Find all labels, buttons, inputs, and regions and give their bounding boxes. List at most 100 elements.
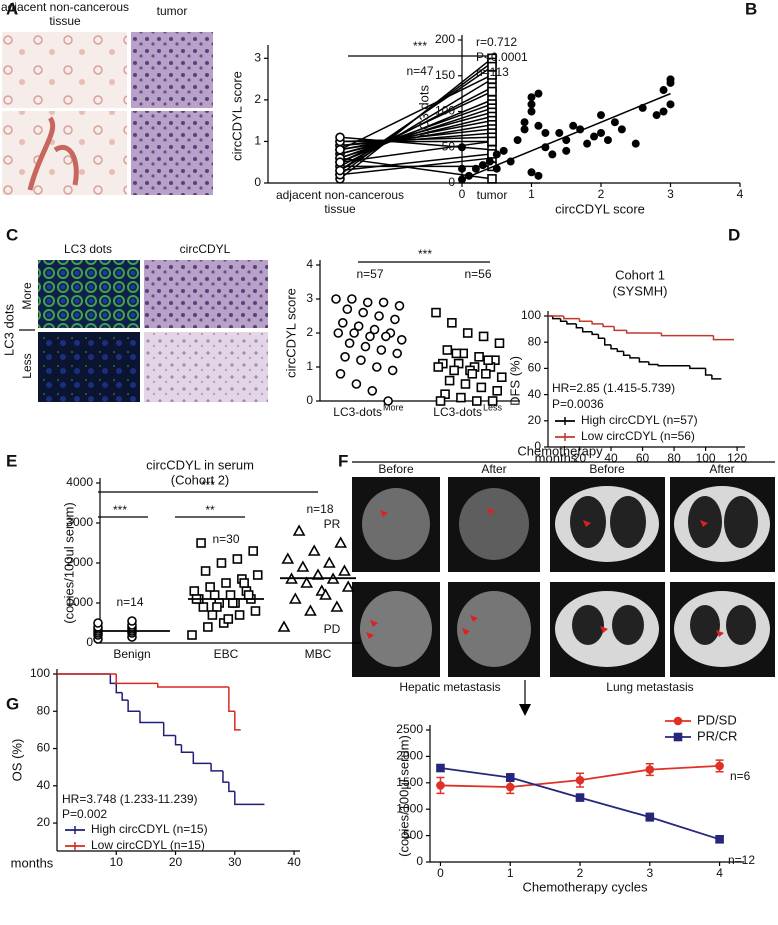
y-tick-label: 60 — [37, 741, 51, 755]
point — [371, 362, 382, 372]
x-tick-label-text: tumor — [476, 188, 508, 202]
survival-step — [616, 348, 624, 353]
point — [666, 100, 675, 109]
survival-step — [704, 368, 712, 376]
survival-step — [610, 344, 618, 350]
annotation: n=47 — [406, 64, 433, 78]
image-header-text: adjacent non-cancerous tissue — [0, 0, 130, 28]
point — [221, 578, 231, 588]
point — [205, 582, 215, 592]
pair-line — [339, 78, 493, 172]
point — [590, 132, 599, 141]
point — [239, 578, 249, 588]
scan-lung — [726, 605, 756, 645]
survival-step — [638, 357, 649, 363]
point — [322, 556, 336, 568]
scan-organ — [362, 488, 430, 560]
chart-subtitle: (Cohort 2) — [171, 472, 230, 487]
x-tick-label: 4 — [737, 187, 744, 201]
y-tick-label: 100 — [435, 104, 455, 118]
scan-organ — [360, 591, 432, 667]
point — [534, 89, 543, 98]
point — [457, 164, 466, 173]
survival-step — [613, 326, 627, 332]
scan-lung — [724, 496, 758, 548]
point — [198, 602, 209, 612]
x-tick-label: 0 — [459, 187, 466, 201]
survival-step — [228, 687, 235, 713]
point — [351, 379, 362, 389]
point — [562, 146, 571, 155]
point — [467, 368, 478, 379]
point — [462, 328, 473, 338]
x-tick-label: 2 — [577, 866, 584, 880]
x-tick-label: 1 — [507, 866, 514, 880]
annotation: r=0.712 — [476, 35, 517, 49]
y-tick-label: 1500 — [396, 775, 423, 789]
point — [367, 385, 378, 396]
point — [333, 328, 344, 338]
point — [196, 538, 206, 548]
y-tick-label: 2000 — [396, 749, 423, 763]
scan-lung — [572, 605, 604, 645]
point — [451, 348, 462, 359]
y-tick-label: 3 — [254, 50, 261, 64]
legend-label: Low circCDYL (n=15) — [91, 838, 205, 852]
point — [569, 121, 578, 130]
y-tick-label: 3 — [306, 291, 313, 305]
column-label: Before — [378, 462, 414, 476]
point — [492, 385, 503, 396]
survival-step — [711, 374, 722, 380]
annotation: n=113 — [476, 65, 509, 79]
survival-step — [575, 323, 583, 329]
point — [435, 396, 446, 406]
legend-marker — [673, 716, 683, 726]
histology-stain — [27, 116, 79, 191]
annotation: P<0.0001 — [476, 50, 528, 64]
point — [248, 546, 258, 556]
pair-line — [339, 140, 493, 163]
x-tick-label: MBC — [305, 647, 332, 661]
histology-image — [2, 32, 127, 108]
point — [307, 544, 321, 556]
point — [527, 93, 536, 102]
panel-a-images: adjacent non-cancerous tissue tumor — [0, 0, 213, 195]
point — [583, 139, 592, 148]
x-axis-label: months — [11, 855, 54, 870]
survival-step — [602, 323, 615, 328]
point — [390, 314, 400, 325]
point — [603, 136, 612, 145]
point — [331, 294, 341, 304]
x-tick-label: 3 — [646, 866, 653, 880]
y-tick-label: 2500 — [396, 722, 423, 736]
histology-image — [131, 32, 213, 108]
survival-step — [689, 365, 706, 370]
point — [471, 164, 480, 173]
point — [349, 328, 359, 338]
column-label: Before — [589, 462, 625, 476]
point — [394, 300, 405, 311]
survival-step — [622, 351, 630, 357]
panel-labels: A B C D E F G — [6, 0, 757, 713]
point — [471, 396, 482, 406]
point — [369, 324, 380, 335]
x-tick-label: LC3-dots — [433, 405, 482, 419]
survival-step — [157, 683, 229, 688]
x-tick-label: 120 — [727, 451, 747, 465]
point — [335, 165, 345, 176]
point — [436, 763, 445, 773]
panel-f-images: Chemotherapy Before After Before After P… — [324, 443, 775, 716]
annotation: HR=2.85 (1.415-5.739) — [552, 381, 675, 395]
panel-label: B — [745, 0, 757, 18]
y-tick-label: 100 — [30, 666, 50, 680]
point — [617, 125, 626, 134]
x-tick-label: LC3-dots — [333, 405, 382, 419]
survival-step — [234, 711, 241, 731]
x-tick-superscript: Less — [483, 402, 503, 412]
survival-step — [712, 335, 734, 341]
point — [499, 146, 508, 155]
legend-label: High circCDYL (n=15) — [91, 822, 208, 836]
image-footer: Hepatic metastasis — [399, 680, 500, 694]
point — [596, 128, 605, 137]
annotation: *** — [113, 503, 127, 517]
